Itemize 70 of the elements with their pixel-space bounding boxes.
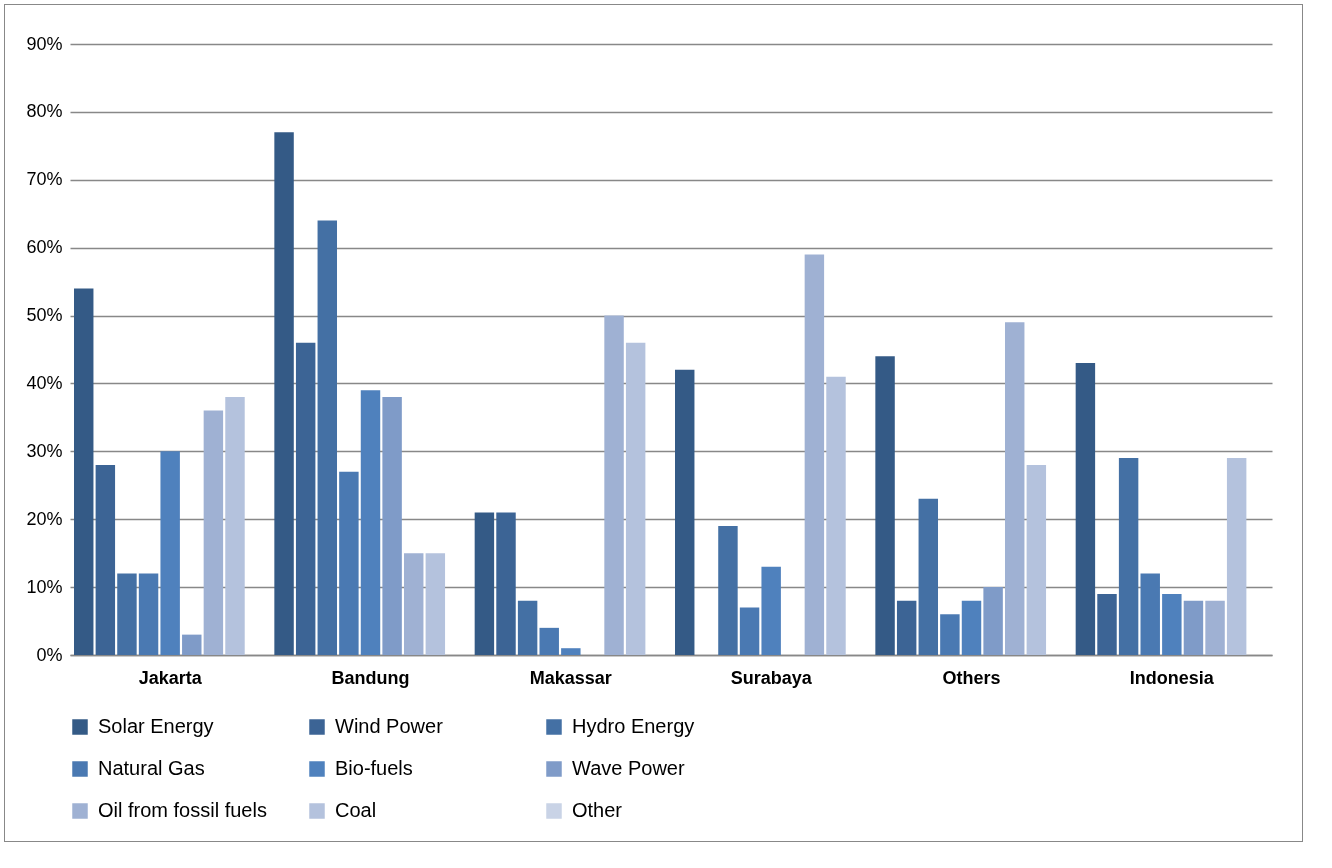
bar [1097,593,1117,655]
bar [403,553,424,655]
legend-label: Bio-fuels [335,757,413,779]
bar [203,410,224,655]
bar [804,254,825,655]
bar [561,648,581,655]
bar [604,315,624,655]
bar [1226,458,1247,655]
x-tick-label: Makassar [529,667,612,688]
bar [1140,573,1160,655]
bar [675,369,695,655]
y-tick-label: 90% [26,33,63,54]
y-tick-label: 30% [26,440,63,461]
bar [160,451,180,655]
bar [74,288,94,655]
y-tick-label: 40% [26,372,63,393]
bar [317,220,338,655]
y-tick-label: 20% [26,508,63,529]
x-tick-label: Surabaya [730,667,813,688]
bar [875,356,895,655]
bar [739,607,760,655]
bar [1205,600,1225,655]
bar [425,553,446,655]
bar [539,627,559,655]
legend-label: Wave Power [572,757,685,779]
legend-label: Hydro Energy [572,715,695,737]
legend-label: Other [572,799,623,821]
legend-label: Oil from fossil fuels [98,799,267,821]
bar [117,573,137,655]
bar [182,634,202,655]
bar [718,526,738,655]
bar [896,600,917,655]
y-tick-label: 0% [36,644,63,665]
bar [1075,363,1096,655]
bar [761,566,781,655]
bar [1026,464,1047,655]
y-tick-label: 50% [26,305,63,326]
x-tick-label: Indonesia [1129,667,1215,688]
bar [1183,600,1204,655]
bar [961,600,982,655]
bar [1118,458,1139,655]
bar [983,587,1003,655]
bar [382,397,402,655]
legend-label: Wind Power [335,715,444,737]
legend-label: Natural Gas [98,757,205,779]
bar [826,376,846,655]
bar [95,464,116,655]
bar [474,512,495,655]
legend-label: Coal [335,799,377,821]
bar [940,614,960,655]
x-tick-label: Others [942,667,1001,688]
bar [339,471,359,655]
legend-label: Solar Energy [98,715,214,737]
bar [225,397,245,655]
y-tick-label: 80% [26,101,63,122]
bar [625,342,646,655]
bar [918,498,939,655]
bar [517,600,538,655]
bar [138,573,159,655]
x-tick-label: Jakarta [138,667,203,688]
bar [360,390,381,655]
bar [274,132,294,655]
bar [295,342,316,655]
y-tick-label: 60% [26,237,63,258]
bar [1004,322,1025,655]
y-tick-label: 70% [26,169,63,190]
x-tick-label: Bandung [331,667,410,688]
y-tick-label: 10% [26,576,63,597]
bar [1162,593,1182,655]
bar [496,512,516,655]
